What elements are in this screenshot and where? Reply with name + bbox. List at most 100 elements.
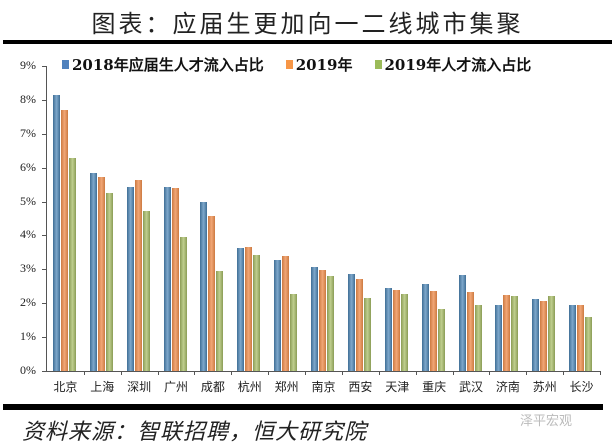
bar	[511, 296, 519, 371]
x-tick-label: 杭州	[237, 380, 262, 394]
bar	[429, 291, 437, 371]
bar	[142, 211, 150, 371]
bar	[200, 201, 208, 371]
x-tick-label: 苏州	[532, 380, 557, 394]
bar	[474, 304, 482, 371]
x-tick-label: 成都	[200, 380, 225, 394]
x-tick-label: 郑州	[274, 380, 299, 394]
y-tick-label: 7%	[20, 125, 36, 140]
bar	[577, 304, 585, 371]
bar	[208, 216, 216, 371]
y-tick-label: 4%	[20, 227, 36, 242]
watermark: 泽平宏观	[520, 414, 573, 429]
bar	[548, 296, 556, 371]
y-tick	[42, 99, 46, 101]
x-tick-label: 广州	[164, 380, 189, 394]
legend-item-2018: 2018年应届生人才流入占比	[62, 54, 264, 75]
bar	[216, 271, 224, 371]
x-tick	[563, 371, 565, 375]
bar	[569, 304, 577, 371]
legend-label: 2019年人才流入占比	[384, 56, 532, 74]
bar-group	[342, 66, 379, 371]
x-tick	[268, 371, 270, 375]
bar	[171, 188, 179, 371]
x-tick-label: 上海	[90, 380, 115, 394]
x-tick	[600, 371, 601, 375]
legend: 2018年应届生人才流入占比 2019年 2019年人才流入占比	[62, 54, 531, 75]
bar	[384, 287, 392, 371]
bar	[69, 158, 76, 371]
y-tick	[42, 167, 46, 169]
bar	[53, 94, 60, 371]
bar	[585, 317, 593, 371]
x-tick-label: 重庆	[422, 380, 447, 394]
bar	[503, 295, 511, 371]
bar	[458, 275, 466, 371]
y-tick-label: 0%	[20, 363, 36, 377]
bar	[392, 290, 400, 371]
legend-label: 2018年应届生人才流入占比	[72, 56, 264, 74]
x-tick	[194, 371, 196, 375]
bar	[437, 308, 445, 371]
x-tick	[120, 371, 122, 375]
bar-group	[526, 66, 563, 371]
x-tick-label: 济南	[495, 380, 520, 394]
bar	[179, 237, 187, 371]
bar	[290, 294, 298, 371]
source-note: 资料来源：智联招聘，恒大研究院	[22, 420, 368, 445]
bar	[126, 186, 134, 371]
x-tick	[452, 371, 454, 375]
bar	[327, 276, 335, 371]
y-axis-line	[46, 66, 47, 372]
y-tick	[42, 269, 46, 271]
legend-swatch-orange	[285, 60, 293, 69]
y-tick	[42, 201, 46, 203]
y-tick	[42, 337, 46, 339]
y-tick-label: 6%	[20, 159, 36, 174]
y-tick-label: 3%	[20, 261, 36, 276]
x-tick-label: 西安	[348, 380, 373, 394]
bar-group	[194, 66, 231, 371]
y-tick-label: 8%	[20, 91, 36, 106]
x-tick-label: 北京	[53, 380, 78, 394]
bar	[400, 294, 408, 371]
legend-item-2019-talent: 2019年人才流入占比	[374, 54, 532, 75]
x-tick-label: 武汉	[458, 380, 483, 394]
x-tick	[305, 371, 307, 375]
legend-swatch-blue	[62, 60, 69, 69]
bar	[355, 279, 363, 371]
x-tick	[415, 371, 417, 375]
bar	[311, 266, 319, 371]
legend-label: 2019年	[295, 56, 353, 74]
legend-swatch-green	[374, 60, 382, 69]
x-tick-label: 深圳	[127, 380, 152, 394]
legend-item-2019: 2019年	[285, 54, 353, 75]
bottom-rule	[3, 404, 603, 410]
x-tick-label: 长沙	[569, 380, 594, 394]
bar-group	[121, 66, 158, 371]
bar-group	[231, 66, 268, 371]
x-tick-label: 天津	[385, 380, 410, 394]
bar	[237, 247, 245, 371]
bar-group	[84, 66, 121, 371]
x-tick	[489, 371, 491, 375]
bar	[61, 110, 68, 371]
bar	[421, 283, 429, 371]
bar-group	[305, 66, 342, 371]
bar	[319, 270, 327, 371]
bar	[97, 177, 105, 371]
bar-group	[453, 66, 490, 371]
x-tick	[231, 371, 233, 375]
x-tick	[83, 371, 85, 375]
bar	[89, 173, 97, 371]
chart-title: 图表：应届生更加向一二线城市集聚	[91, 10, 524, 38]
x-tick	[378, 371, 380, 375]
y-tick-label: 1%	[20, 329, 36, 344]
bar	[163, 186, 171, 371]
y-tick	[42, 66, 46, 67]
bar-group	[47, 66, 84, 371]
bar-group	[416, 66, 453, 371]
y-tick	[42, 235, 46, 237]
bar	[105, 193, 113, 371]
bar	[540, 301, 548, 371]
